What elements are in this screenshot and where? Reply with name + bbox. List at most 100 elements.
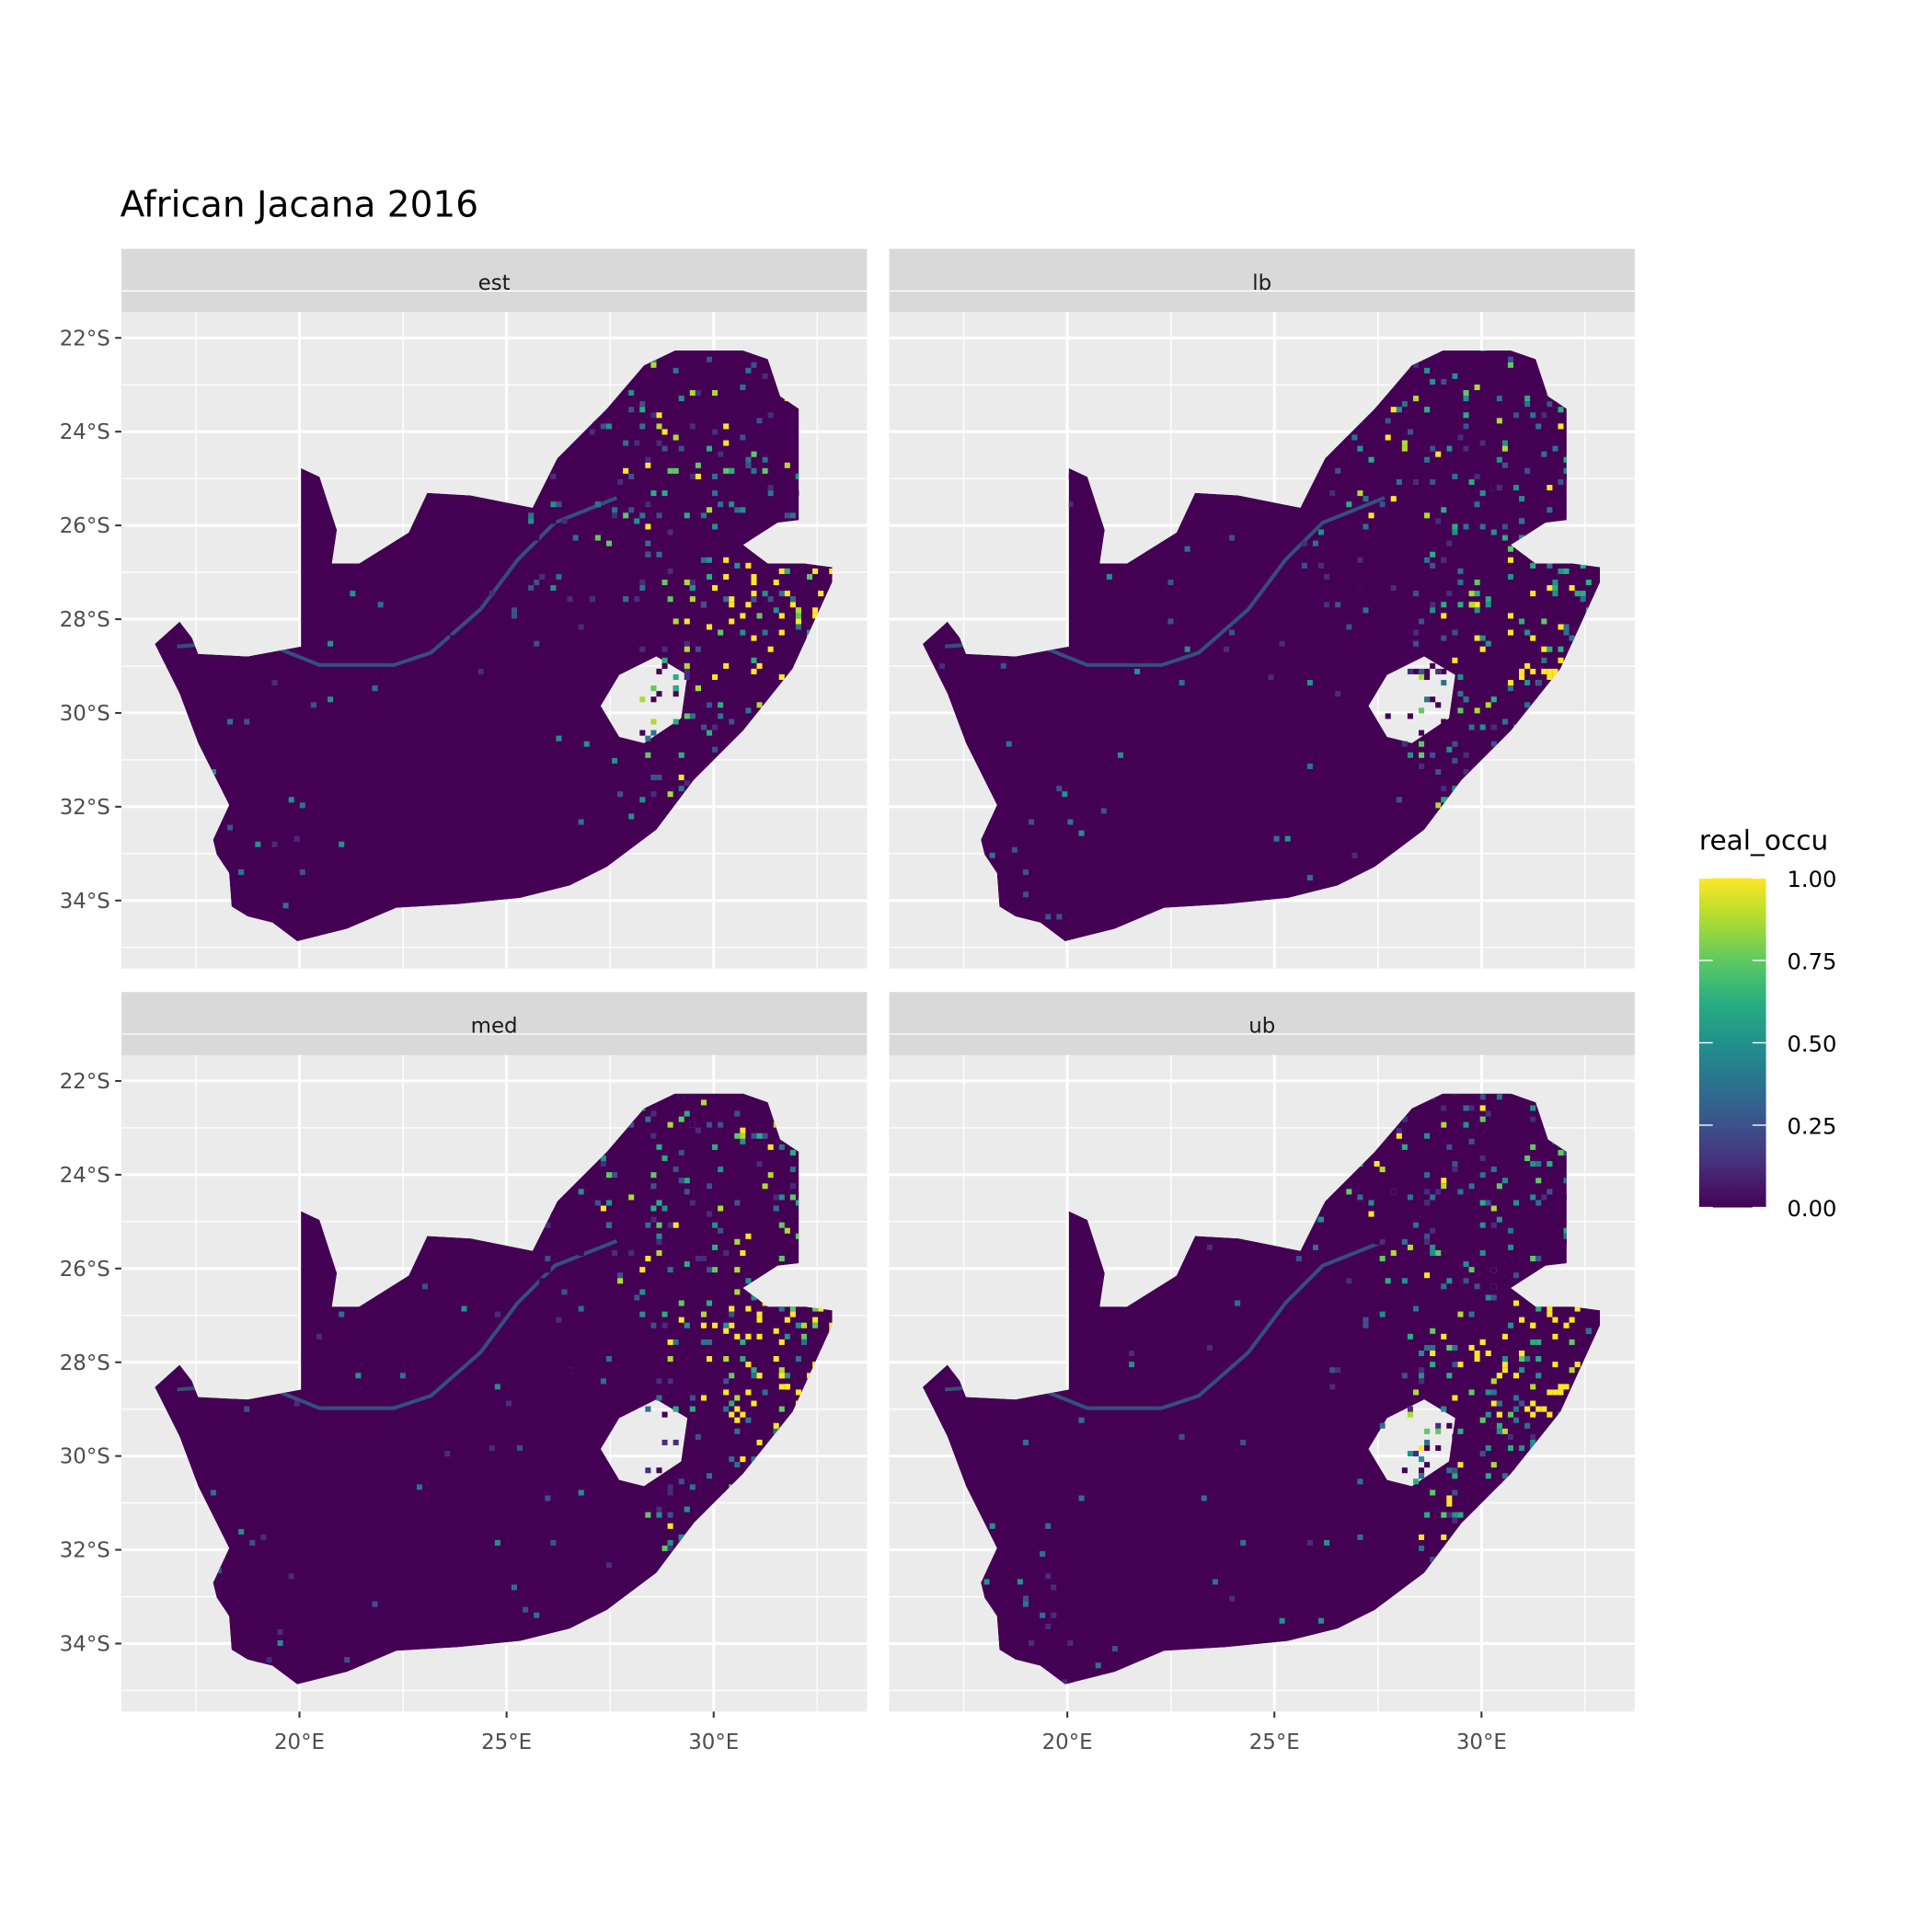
raster-cell (293, 1400, 300, 1407)
raster-cell (1435, 1428, 1442, 1434)
raster-cell (517, 1444, 523, 1452)
raster-cell (1474, 707, 1480, 714)
raster-cell (1067, 830, 1074, 836)
raster-cell (1306, 680, 1313, 686)
raster-cell (673, 1406, 679, 1412)
raster-cell (1535, 1200, 1542, 1206)
raster-cell (639, 651, 646, 658)
raster-cell (260, 685, 267, 692)
raster-cell (740, 1133, 746, 1139)
raster-cell (1430, 1362, 1436, 1368)
raster-cell (673, 1317, 679, 1323)
raster-cell (1485, 1473, 1491, 1479)
raster-cell (1396, 1127, 1402, 1133)
raster-cell (667, 1484, 673, 1490)
raster-cell (684, 580, 690, 586)
raster-cell (989, 1523, 995, 1529)
raster-cell (1457, 1300, 1464, 1306)
raster-cell (1474, 473, 1480, 479)
raster-cell (689, 1350, 696, 1357)
raster-cell (684, 591, 690, 597)
raster-cell (355, 1373, 362, 1379)
raster-cell (673, 735, 679, 742)
raster-cell (1452, 1167, 1458, 1173)
raster-cell (740, 685, 746, 692)
raster-cell (1468, 1183, 1475, 1190)
raster-cell (1279, 1617, 1285, 1624)
raster-cell (1357, 1478, 1363, 1485)
raster-cell (1095, 1662, 1101, 1669)
raster-cell (1563, 1149, 1570, 1156)
raster-cell (1224, 702, 1230, 708)
raster-cell (684, 662, 690, 669)
raster-cell (1530, 1161, 1536, 1167)
raster-cell (1229, 535, 1236, 541)
raster-cell (1430, 1344, 1436, 1351)
raster-cell (1507, 680, 1513, 686)
raster-cell (673, 1344, 679, 1351)
raster-cell (1519, 518, 1525, 524)
raster-cell (718, 1121, 724, 1128)
raster-cell (1062, 730, 1068, 736)
raster-cell (1513, 412, 1520, 419)
raster-cell (1173, 1523, 1179, 1529)
raster-cell (1479, 1451, 1486, 1457)
raster-cell (1457, 602, 1464, 608)
raster-cell (1457, 1406, 1464, 1412)
raster-cell (561, 467, 568, 474)
raster-cell (700, 557, 707, 563)
raster-cell (1474, 1350, 1480, 1357)
y-tick-label: 22°S (60, 1070, 110, 1094)
raster-cell (1513, 1272, 1520, 1279)
raster-cell (734, 1462, 741, 1468)
raster-cell (700, 1200, 707, 1206)
raster-cell (667, 1339, 673, 1345)
raster-cell (1485, 1294, 1491, 1301)
raster-cell (1558, 1384, 1564, 1390)
legend-label: 1.00 (1788, 867, 1837, 892)
raster-cell (667, 1478, 673, 1485)
raster-cell (789, 1194, 796, 1201)
raster-cell (745, 1333, 752, 1340)
raster-cell (1056, 1489, 1063, 1496)
raster-cell (1574, 1305, 1581, 1312)
raster-cell (1424, 445, 1431, 452)
raster-cell (1212, 1579, 1218, 1585)
raster-cell (623, 602, 629, 608)
raster-cell (1351, 1356, 1358, 1363)
raster-cell (645, 1194, 651, 1201)
raster-cell (1513, 1406, 1520, 1412)
raster-cell (1051, 919, 1057, 926)
facet-strip (889, 992, 1635, 1055)
raster-cell (1179, 886, 1185, 892)
raster-cell (1051, 1612, 1057, 1618)
raster-cell (1295, 1256, 1302, 1262)
raster-cell (1507, 478, 1513, 486)
raster-cell (689, 1395, 696, 1401)
raster-cell (1151, 1573, 1157, 1580)
raster-cell (1558, 407, 1564, 413)
raster-cell (1585, 1328, 1592, 1334)
raster-cell (1357, 445, 1363, 452)
raster-cell (1507, 557, 1513, 563)
raster-cell (1474, 1116, 1480, 1122)
raster-cell (1407, 713, 1413, 719)
raster-cell (1056, 914, 1063, 920)
raster-cell (745, 1305, 752, 1312)
raster-cell (789, 596, 796, 603)
raster-cell (1401, 440, 1408, 446)
raster-cell (1441, 1105, 1447, 1111)
raster-cell (767, 646, 774, 652)
raster-cell (1513, 1373, 1520, 1379)
raster-cell (1457, 507, 1464, 513)
raster-cell (1452, 757, 1458, 764)
raster-cell (1507, 362, 1513, 368)
raster-cell (740, 507, 746, 513)
raster-cell (784, 401, 790, 408)
raster-cell (1441, 557, 1447, 563)
raster-cell (656, 1395, 662, 1401)
raster-cell (645, 462, 651, 468)
raster-cell (1351, 852, 1358, 858)
legend-label: 0.25 (1788, 1113, 1837, 1139)
raster-cell (1340, 585, 1347, 592)
